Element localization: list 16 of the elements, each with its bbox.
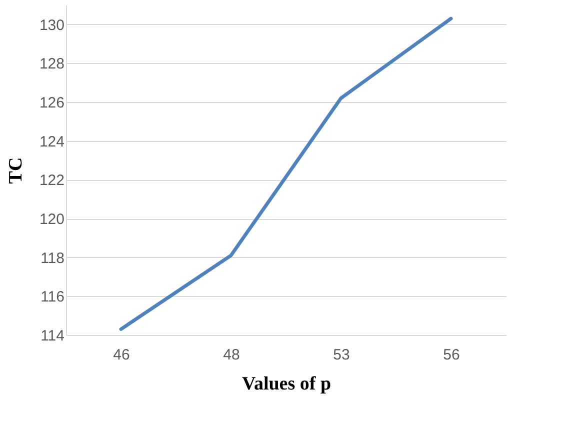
y-tick-label: 114 xyxy=(40,328,64,344)
y-axis-title: TC xyxy=(5,157,26,184)
x-tick-label: 56 xyxy=(443,346,460,364)
x-tick-label: 48 xyxy=(223,346,240,364)
x-tick-label: 53 xyxy=(333,346,350,364)
y-tick-label: 130 xyxy=(39,16,64,34)
y-tick-label: 122 xyxy=(39,172,64,190)
x-axis-title: Values of p xyxy=(242,374,332,394)
y-tick-label: 128 xyxy=(39,56,64,73)
y-tick-label: 120 xyxy=(39,211,64,228)
y-tick-label: 124 xyxy=(39,133,64,150)
y-tick-label: 116 xyxy=(40,288,64,306)
x-tick-label: 46 xyxy=(113,346,130,364)
y-tick-label: 118 xyxy=(40,250,64,267)
y-tick-label: 126 xyxy=(39,94,64,112)
line-series xyxy=(119,16,453,331)
